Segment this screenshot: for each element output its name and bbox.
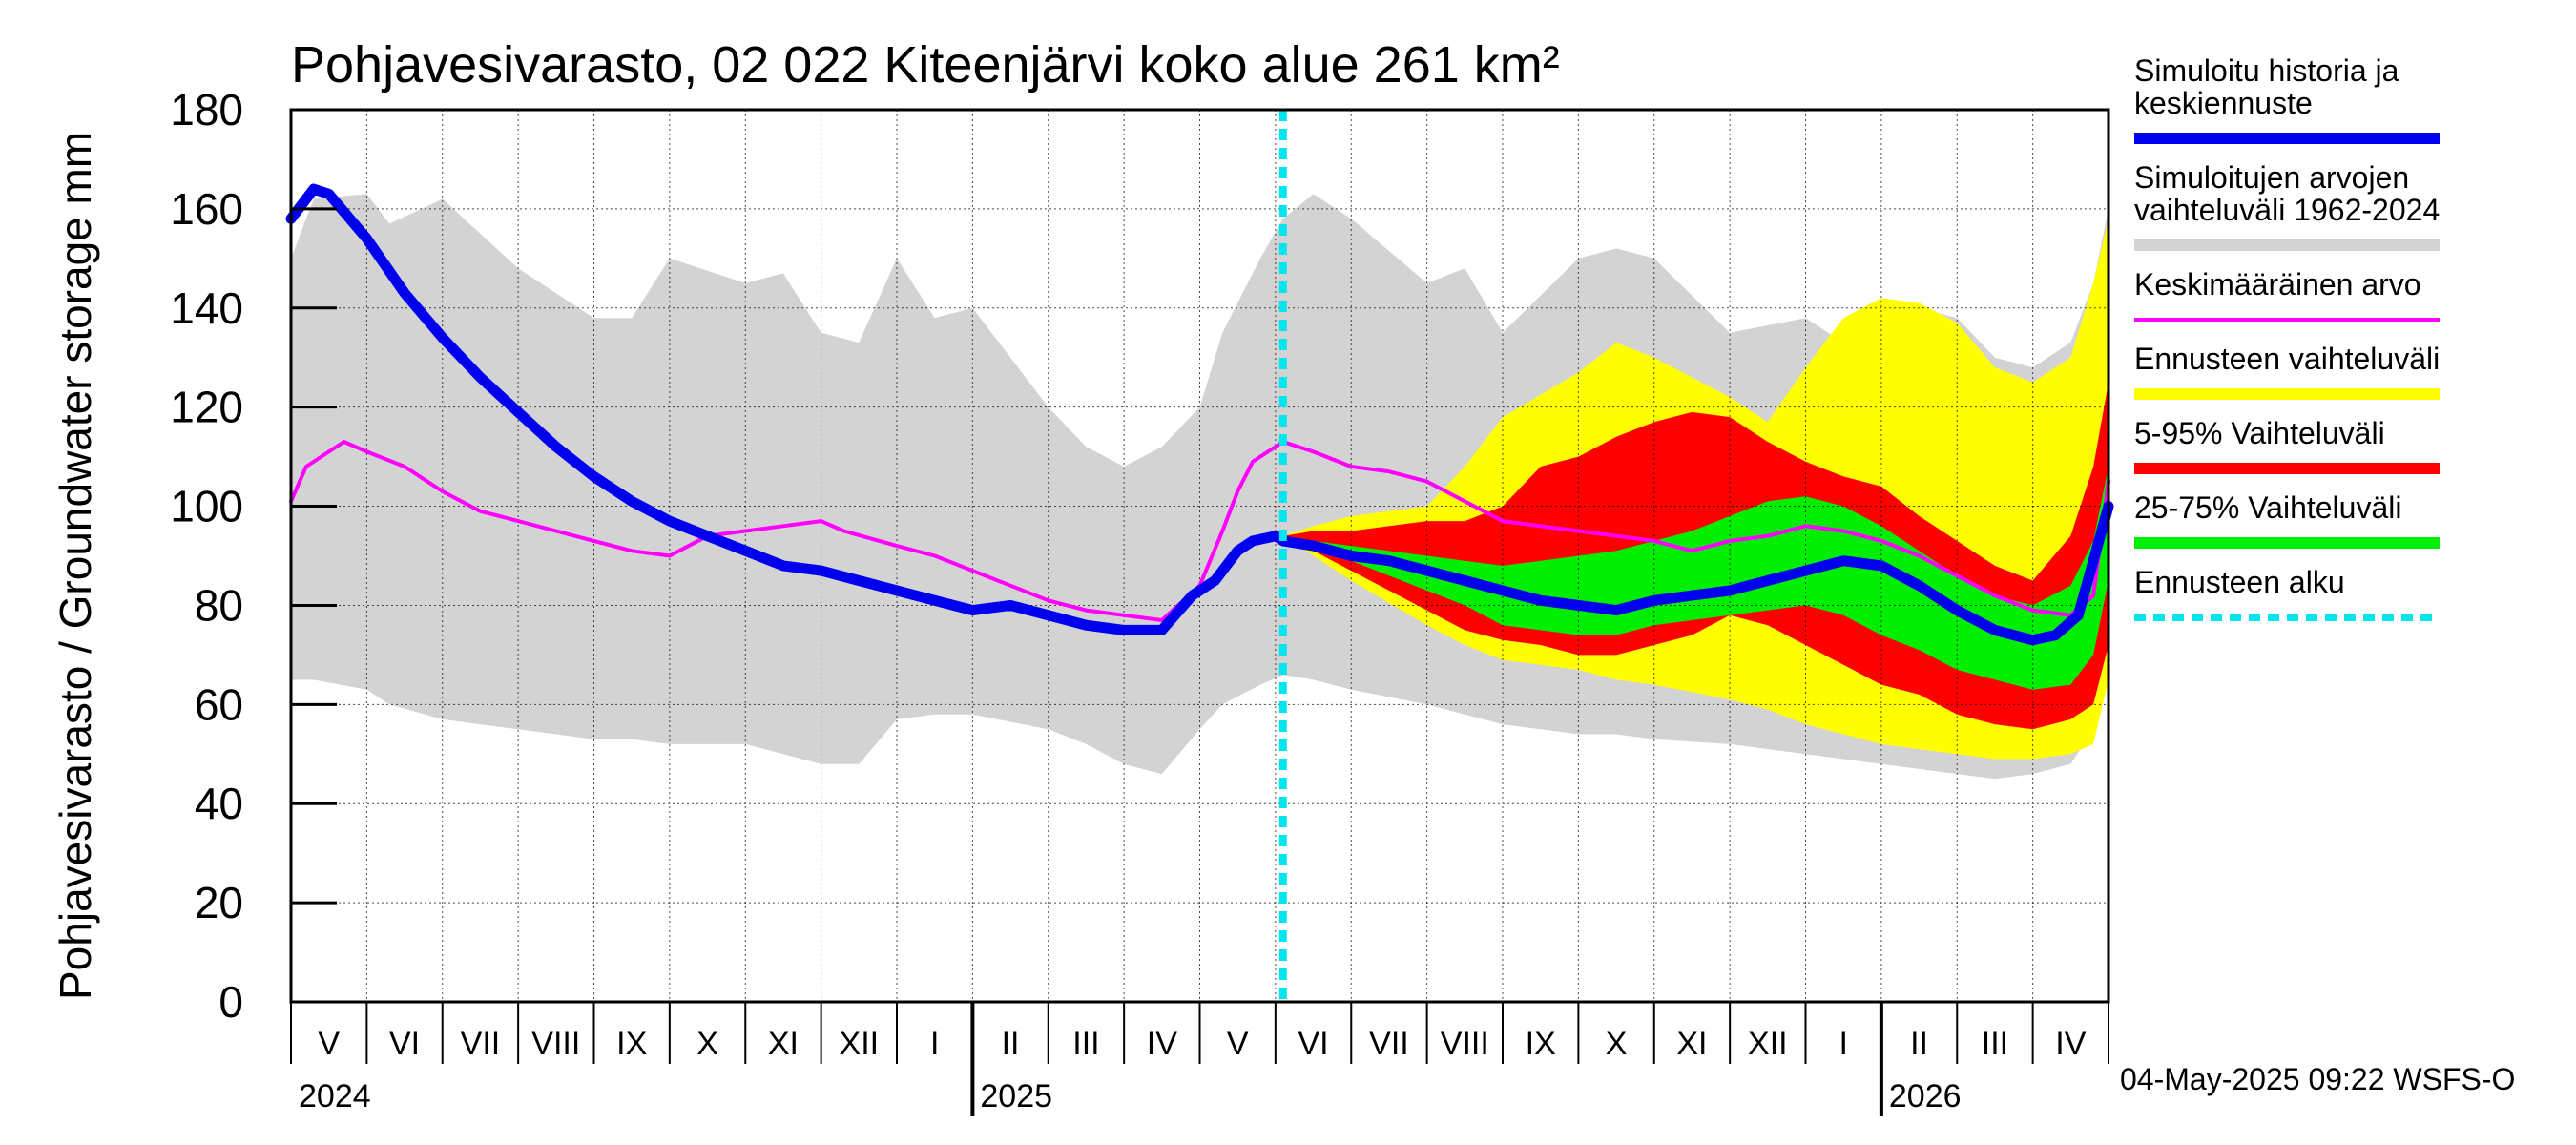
month-label: IX — [1526, 1026, 1556, 1062]
month-label: X — [1606, 1026, 1628, 1062]
timestamp: 04-May-2025 09:22 WSFS-O — [2120, 1062, 2515, 1096]
y-tick-label: 120 — [170, 383, 243, 432]
chart-title: Pohjavesivarasto, 02 022 Kiteenjärvi kok… — [291, 36, 1560, 94]
legend-label: 5-95% Vaihteluväli — [2134, 416, 2385, 450]
legend-label: Simuloitujen arvojen — [2134, 160, 2409, 195]
month-label: V — [318, 1026, 340, 1062]
y-tick-label: 160 — [170, 184, 243, 234]
legend-label: Ennusteen vaihteluväli — [2134, 342, 2440, 376]
month-label: III — [1982, 1026, 2008, 1062]
legend-label: keskiennuste — [2134, 86, 2313, 120]
y-axis-label: Pohjavesivarasto / Groundwater storage m… — [51, 132, 100, 1000]
y-tick-label: 0 — [218, 977, 243, 1027]
legend-label: 25-75% Vaihteluväli — [2134, 490, 2401, 525]
month-label: II — [1910, 1026, 1928, 1062]
y-tick-label: 100 — [170, 482, 243, 531]
month-label: IX — [616, 1026, 647, 1062]
month-label: X — [696, 1026, 718, 1062]
month-label: VII — [461, 1026, 501, 1062]
band-25-75-vaihteluvali — [1282, 467, 2109, 690]
y-tick-label: 180 — [170, 85, 243, 135]
y-tick-label: 20 — [195, 878, 243, 927]
line-keskimaarainen-arvo — [289, 440, 2110, 622]
year-label: 2025 — [980, 1078, 1052, 1114]
year-label: 2026 — [1889, 1078, 1962, 1114]
month-label: I — [1839, 1026, 1847, 1062]
series-lines — [285, 110, 2114, 1002]
month-label: IV — [2055, 1026, 2086, 1062]
month-label: XII — [1748, 1026, 1788, 1062]
month-label: VI — [1298, 1026, 1329, 1062]
line-simuloitu-historia-ja-keskiennuste — [285, 183, 2114, 646]
month-label: IV — [1147, 1026, 1177, 1062]
y-tick-label: 80 — [195, 580, 243, 630]
y-tick-label: 40 — [195, 779, 243, 828]
grid — [291, 109, 2109, 1002]
month-label: VI — [389, 1026, 420, 1062]
month-label: I — [930, 1026, 939, 1062]
month-label: II — [1002, 1026, 1020, 1062]
year-label: 2024 — [299, 1078, 371, 1114]
month-label: V — [1227, 1026, 1249, 1062]
month-label: XI — [1676, 1026, 1707, 1062]
legend-label: Ennusteen alku — [2134, 565, 2345, 599]
month-label: VIII — [531, 1026, 580, 1062]
month-label: VII — [1369, 1026, 1409, 1062]
month-label: XI — [768, 1026, 799, 1062]
legend-label: Simuloitu historia ja — [2134, 53, 2399, 88]
legend-label: Keskimääräinen arvo — [2134, 267, 2421, 302]
month-label: VIII — [1441, 1026, 1489, 1062]
y-tick-label: 60 — [195, 679, 243, 729]
legend-label: vaihteluväli 1962-2024 — [2134, 193, 2440, 227]
month-label: XII — [840, 1026, 880, 1062]
month-label: III — [1072, 1026, 1099, 1062]
y-tick-label: 140 — [170, 283, 243, 333]
